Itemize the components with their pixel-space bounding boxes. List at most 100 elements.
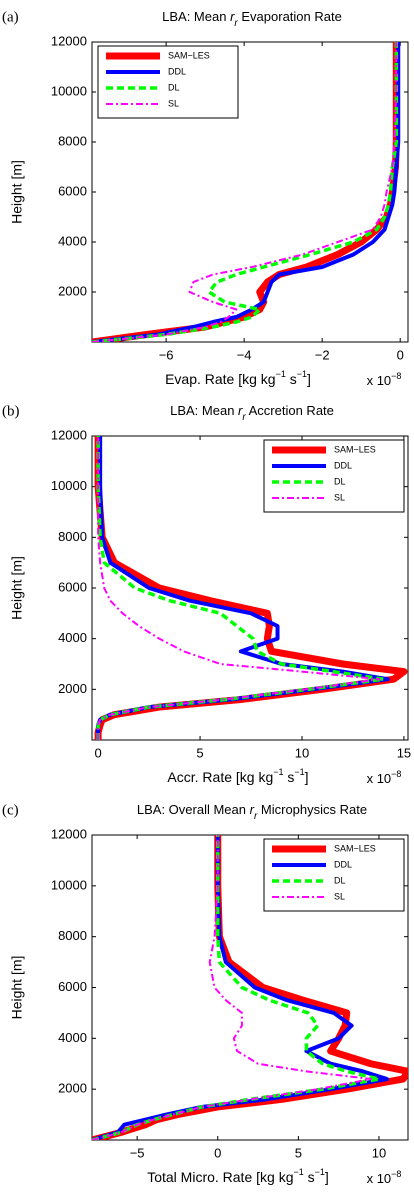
x-axis-label-part: −1: [276, 369, 286, 379]
chart-title: LBA: Mean rr Accretion Rate: [170, 403, 334, 423]
x-scale-label-part: −8: [391, 769, 401, 779]
x-axis-label-part: Accr. Rate [kg kg: [167, 769, 273, 785]
chart-title-part: LBA: Mean: [170, 403, 238, 418]
chart-title-part: r: [238, 403, 243, 418]
y-axis-label: Height [m]: [9, 956, 25, 1020]
chart-title-part: LBA: Overall Mean: [137, 802, 250, 817]
y-tick-label: 4000: [58, 233, 87, 248]
panel: (c) LBA: Overall Mean rr Microphysics Rat…: [2, 802, 409, 1186]
y-tick-label: 6000: [58, 183, 87, 198]
y-tick-label: 2000: [58, 681, 87, 696]
chart-title-part: r: [234, 18, 238, 29]
legend-label: DDL: [334, 460, 352, 470]
lines: [92, 835, 408, 1140]
legend-label: SAM−LES: [334, 843, 376, 853]
panel: (a) LBA: Mean rr Evaporation Rate Height […: [2, 9, 409, 388]
y-tick-label: 4000: [58, 1030, 87, 1045]
x-tick-label: 5: [196, 745, 203, 760]
x-scale-label-part: x 10: [367, 373, 392, 388]
chart-title: LBA: Overall Mean rr Microphysics Rate: [137, 802, 367, 822]
x-axis-label-part: ]: [305, 769, 309, 785]
y-tick-label: 12000: [51, 427, 87, 442]
y-tick-label: 2000: [58, 1081, 87, 1096]
y-tick-label: 10000: [51, 478, 87, 493]
y-tick-label: 8000: [58, 133, 87, 148]
x-scale-label: x 10−8: [367, 1169, 402, 1186]
series-line: [96, 436, 386, 740]
panel-label: (b): [2, 403, 20, 419]
x-scale-label-part: x 10: [367, 1171, 392, 1186]
legend-label: SAM−LES: [168, 50, 210, 60]
y-axis-label: Height [m]: [9, 556, 25, 620]
legend-label: SL: [168, 98, 179, 108]
series-line: [92, 42, 398, 342]
y-tick-label: 8000: [58, 928, 87, 943]
x-axis-label-part: s: [304, 1169, 315, 1185]
x-axis-label-part: ]: [307, 371, 311, 387]
x-axis-label-part: s: [286, 371, 297, 387]
legend-label: SL: [334, 492, 345, 502]
x-tick-label: 10: [372, 1145, 386, 1160]
series-line: [92, 835, 372, 1140]
series-line: [92, 835, 390, 1140]
x-tick-label: 15: [397, 745, 411, 760]
y-tick-label: 8000: [58, 529, 87, 544]
x-tick-label: −2: [315, 347, 330, 362]
chart-title-part: Microphysics Rate: [257, 802, 367, 817]
x-scale-label-part: −8: [391, 371, 401, 381]
chart-title-part: r: [230, 9, 235, 24]
x-axis-label-part: −1: [297, 369, 307, 379]
x-axis-label-part: −1: [315, 1167, 325, 1177]
x-scale-label-part: −8: [391, 1169, 401, 1179]
x-tick-label: 0: [94, 745, 101, 760]
chart-title-part: LBA: Mean: [162, 9, 230, 24]
chart-title-part: r: [254, 811, 258, 822]
x-axis-label-part: Total Micro. Rate [kg kg: [147, 1169, 293, 1185]
x-axis-label-part: Evap. Rate [kg kg: [165, 371, 276, 387]
x-tick-label: 10: [295, 745, 309, 760]
x-scale-label: x 10−8: [367, 371, 402, 388]
legend: SAM−LES DDL DL SL: [97, 45, 239, 119]
y-axis-label: Height [m]: [9, 160, 25, 224]
legend-label: DL: [168, 82, 180, 92]
x-tick-label: 0: [397, 347, 404, 362]
x-tick-label: −4: [237, 347, 252, 362]
x-axis-label: Evap. Rate [kg kg−1 s−1]: [165, 369, 311, 386]
panel-label: (c): [2, 802, 19, 818]
x-tick-label: −6: [159, 347, 174, 362]
chart-title-part: Evaporation Rate: [238, 9, 342, 24]
x-scale-label-part: x 10: [367, 771, 392, 786]
x-tick-label: 5: [295, 1145, 302, 1160]
chart-title-part: r: [250, 802, 255, 817]
y-tick-label: 12000: [51, 826, 87, 841]
chart-title-part: Accretion Rate: [246, 403, 334, 418]
chart-title-part: r: [242, 412, 246, 423]
x-axis-label: Accr. Rate [kg kg−1 s−1]: [167, 767, 308, 784]
x-axis-label-part: −1: [293, 1167, 303, 1177]
legend-label: DL: [334, 476, 346, 486]
lines: [94, 436, 408, 740]
y-tick-label: 10000: [51, 83, 87, 98]
legend: SAM−LES DDL DL SL: [263, 838, 405, 912]
chart-title: LBA: Mean rr Evaporation Rate: [162, 9, 342, 29]
y-tick-label: 12000: [51, 33, 87, 48]
x-axis-label-part: s: [284, 769, 295, 785]
x-axis-label: Total Micro. Rate [kg kg−1 s−1]: [147, 1167, 329, 1184]
series-line: [92, 42, 399, 342]
x-tick-label: −5: [130, 1145, 145, 1160]
y-tick-label: 6000: [58, 979, 87, 994]
legend: SAM−LES DDL DL SL: [263, 439, 405, 513]
panel-label: (a): [2, 9, 19, 25]
legend-label: DDL: [168, 66, 186, 76]
x-axis-label-part: −1: [294, 767, 304, 777]
lines: [92, 42, 401, 342]
legend-label: DL: [334, 875, 346, 885]
panel: (b) LBA: Mean rr Accretion Rate Height [m]…: [2, 403, 411, 786]
y-tick-label: 10000: [51, 877, 87, 892]
x-tick-label: 0: [214, 1145, 221, 1160]
series-line: [92, 42, 401, 342]
legend-label: DDL: [334, 859, 352, 869]
x-axis-label-part: ]: [325, 1169, 329, 1185]
y-tick-label: 6000: [58, 579, 87, 594]
